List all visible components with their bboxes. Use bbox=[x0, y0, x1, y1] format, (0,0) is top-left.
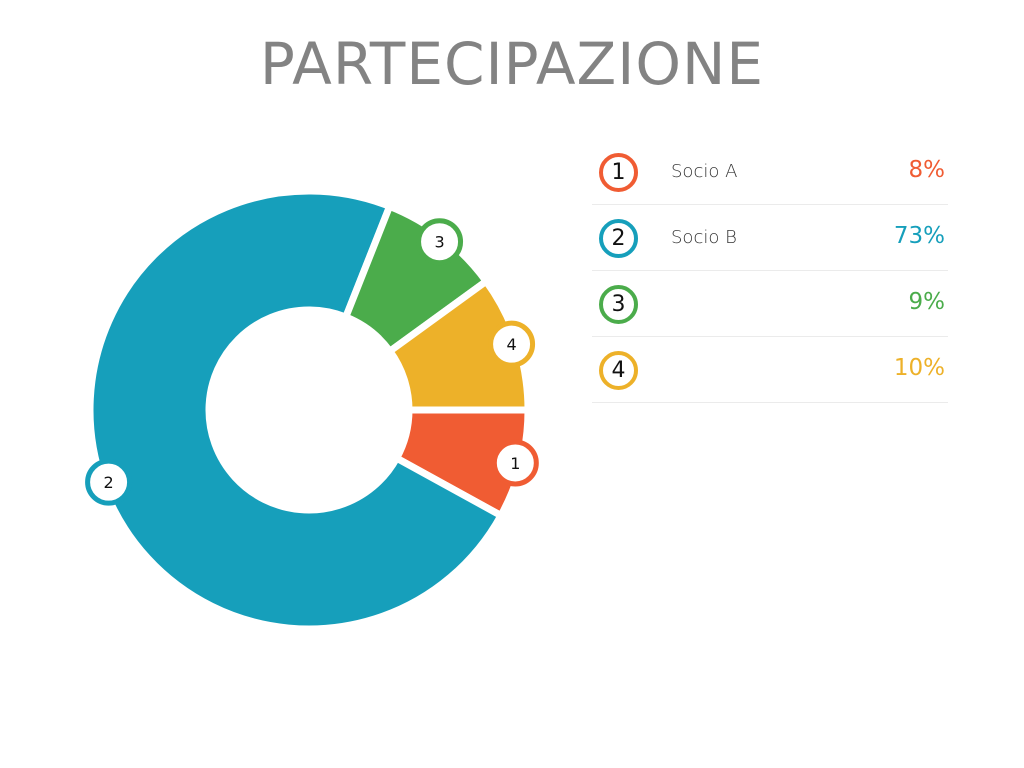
donut-slice-2 bbox=[86, 187, 506, 633]
chart-title: PARTECIPAZIONE bbox=[259, 30, 765, 98]
legend-row: 1 Socio A 8% bbox=[592, 139, 948, 205]
slice-label-badge bbox=[416, 218, 464, 266]
slice-label-badge bbox=[491, 439, 539, 487]
slice-label-text: 2 bbox=[103, 473, 113, 492]
legend-percent: 9% bbox=[908, 289, 946, 315]
legend-row: 3 9% bbox=[592, 271, 948, 337]
legend-percent: 10% bbox=[893, 355, 945, 381]
legend-number-badge: 3 bbox=[599, 285, 638, 324]
legend-number-badge: 1 bbox=[599, 153, 638, 192]
legend-number-badge: 4 bbox=[599, 351, 638, 390]
slice-label-text: 4 bbox=[506, 335, 516, 354]
slice-label-text: 3 bbox=[434, 233, 444, 252]
legend-row: 2 Socio B 73% bbox=[592, 205, 948, 271]
legend: 1 Socio A 8% 2 Socio B 73% 3 9% 4 10% bbox=[592, 139, 948, 403]
legend-row: 4 10% bbox=[592, 337, 948, 403]
slice-label-text: 1 bbox=[510, 454, 520, 473]
legend-number-badge: 2 bbox=[599, 219, 638, 258]
legend-percent: 73% bbox=[893, 223, 945, 249]
slice-label-badge bbox=[85, 458, 133, 506]
donut-slice-4 bbox=[385, 276, 532, 414]
legend-percent: 8% bbox=[908, 157, 946, 183]
legend-name: Socio A bbox=[671, 161, 738, 182]
slice-label-badge bbox=[488, 320, 536, 368]
legend-name: Socio B bbox=[671, 227, 737, 248]
